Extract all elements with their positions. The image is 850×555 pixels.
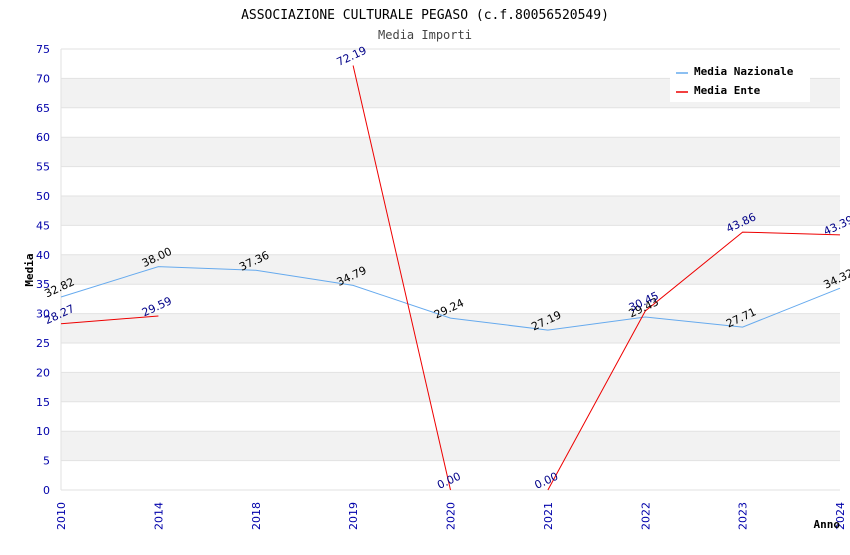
x-tick-label: 2019	[347, 502, 360, 530]
chart-title: ASSOCIAZIONE CULTURALE PEGASO (c.f.80056…	[241, 8, 609, 23]
y-tick-label: 55	[36, 161, 50, 174]
y-tick-label: 35	[36, 278, 50, 291]
grid-band	[61, 196, 840, 226]
legend-label-media-ente: Media Ente	[694, 84, 761, 97]
legend-box	[670, 62, 810, 102]
series-line-media-ente	[547, 231, 841, 491]
y-tick-label: 65	[36, 102, 50, 115]
background-bands	[61, 78, 840, 461]
legend-label-media-nazionale: Media Nazionale	[694, 65, 794, 78]
x-tick-label: 2024	[834, 502, 847, 530]
x-tick-label: 2010	[55, 502, 68, 530]
y-tick-label: 70	[36, 72, 50, 85]
x-tick-label: 2018	[250, 502, 263, 530]
data-label-media-ente: 0.00	[533, 470, 561, 492]
x-tick-label: 2022	[639, 502, 652, 530]
y-tick-label: 40	[36, 249, 50, 262]
series-lines	[60, 65, 841, 491]
data-label-media-ente: 72.19	[335, 44, 369, 69]
grid-band	[61, 137, 840, 167]
x-axis-label: Anno	[814, 518, 841, 531]
series-line-media-nazionale	[60, 266, 841, 331]
y-axis-label: Media	[23, 253, 36, 286]
y-tick-label: 75	[36, 43, 50, 56]
y-tick-label: 25	[36, 337, 50, 350]
y-tick-label: 60	[36, 131, 50, 144]
x-tick-label: 2020	[445, 502, 458, 530]
y-tick-label: 15	[36, 396, 50, 409]
y-tick-label: 45	[36, 219, 50, 232]
chart-subtitle: Media Importi	[378, 28, 472, 42]
y-tick-label: 30	[36, 308, 50, 321]
series-line-media-ente	[60, 315, 159, 325]
data-label-media-ente: 0.00	[435, 470, 463, 492]
x-axis-ticks: 2010 2014 2018 2019 2020 2021 2022 2023 2024	[55, 502, 847, 530]
y-tick-label: 5	[43, 455, 50, 468]
grid-band	[61, 254, 840, 285]
grid-band	[61, 431, 840, 461]
x-tick-label: 2014	[152, 502, 165, 530]
y-tick-label: 10	[36, 425, 50, 438]
grid-band	[61, 372, 840, 402]
x-tick-label: 2021	[542, 502, 555, 530]
y-tick-label: 0	[43, 484, 50, 497]
y-tick-label: 20	[36, 366, 50, 379]
y-tick-label: 50	[36, 190, 50, 203]
series-line-media-ente	[352, 65, 451, 491]
legend: Media Nazionale Media Ente	[670, 62, 810, 102]
gridlines	[60, 48, 840, 491]
y-axis-ticks: 0 5 10 15 20 25 30 35 40 45 50 55 60 65 70 75	[36, 43, 50, 497]
x-tick-label: 2023	[737, 502, 750, 530]
